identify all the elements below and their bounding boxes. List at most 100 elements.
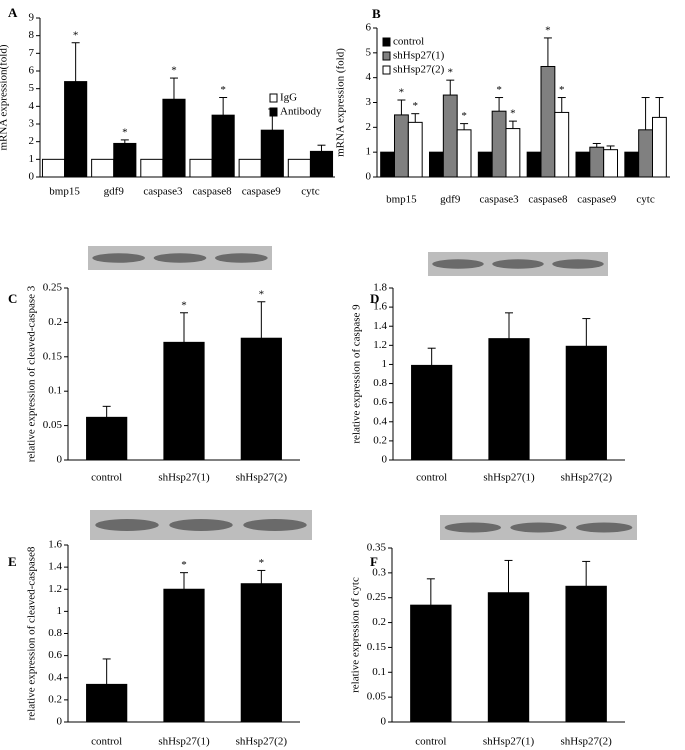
error-bar (543, 37, 552, 67)
error-bar (427, 347, 436, 366)
y-tick-label: 7 (29, 47, 35, 59)
x-tick-label: caspase3 (480, 194, 520, 206)
error-bar (411, 113, 420, 123)
error-bar (317, 144, 326, 152)
blot-band (243, 519, 307, 531)
blot-band (552, 259, 604, 269)
x-tick-label: control (91, 472, 122, 484)
blot-image (90, 510, 312, 540)
significance-mark: * (181, 299, 187, 311)
y-tick-label: 0.15 (43, 350, 63, 362)
y-tick-label: 0.15 (367, 641, 387, 653)
y-tick-label: 9 (29, 12, 35, 24)
y-tick-label: 0.4 (373, 415, 387, 427)
bar (491, 110, 507, 178)
significance-mark: * (510, 108, 516, 120)
x-tick-label: cytc (636, 194, 654, 206)
error-bar (592, 142, 601, 148)
bar (540, 65, 556, 178)
bar (163, 588, 205, 723)
y-tick-label: 8 (29, 29, 35, 41)
error-bar (641, 97, 650, 130)
bar (260, 129, 284, 178)
bar (240, 583, 282, 723)
y-axis-label: relative expression of cleaved-caspase8 (26, 546, 38, 720)
legend-label: shHsp27(2) (393, 64, 445, 76)
significance-mark: * (413, 100, 419, 112)
y-tick-label: 0 (382, 454, 388, 466)
bar (410, 604, 452, 723)
x-tick-label: control (415, 736, 446, 748)
y-tick-label: 0.35 (367, 542, 387, 554)
blot-band (510, 522, 567, 533)
x-tick-label: shHsp27(2) (561, 472, 613, 484)
y-tick-label: 1.6 (48, 539, 62, 551)
blot-band (153, 253, 207, 263)
y-tick-label: 0 (381, 716, 387, 728)
y-tick-label: 0.2 (48, 693, 62, 705)
significance-mark: * (73, 29, 79, 41)
bar (41, 158, 66, 178)
y-tick-label: 0.6 (48, 649, 62, 661)
y-axis-label: relative expression of cleaved-caspase 3 (26, 285, 38, 462)
blot-image (428, 252, 608, 276)
bar (565, 345, 607, 461)
significance-mark: * (122, 126, 128, 138)
significance-mark: * (448, 67, 454, 79)
x-tick-label: bmp15 (386, 194, 417, 206)
y-tick-label: 0 (29, 171, 35, 183)
bar (240, 337, 282, 461)
blot-band (444, 522, 501, 533)
error-bar (219, 97, 228, 116)
error-bar (582, 318, 591, 347)
bar (488, 338, 530, 461)
significance-mark: * (181, 559, 187, 571)
y-axis-label: relative expression of cytc (350, 577, 362, 693)
panel-label: B (372, 6, 381, 21)
bar (287, 158, 311, 178)
y-tick-label: 1.2 (48, 583, 62, 595)
y-tick-label: 3 (29, 118, 35, 130)
y-tick-label: 1.2 (373, 339, 387, 351)
x-tick-label: shHsp27(1) (158, 736, 210, 748)
bar (477, 151, 493, 178)
bar (652, 116, 667, 178)
y-tick-label: 1 (57, 605, 63, 617)
error-bar (582, 560, 591, 587)
y-tick-label: 4 (366, 71, 372, 83)
significance-mark: * (171, 65, 177, 77)
panel-label: E (8, 554, 17, 569)
bar (565, 585, 607, 723)
x-tick-label: shHsp27(1) (158, 472, 210, 484)
x-tick-label: caspase8 (193, 186, 233, 198)
error-bar (257, 569, 266, 584)
bar (505, 128, 521, 178)
legend-swatch (382, 37, 391, 47)
bar (140, 158, 164, 178)
panel-label: A (8, 5, 18, 20)
bar (189, 158, 213, 178)
significance-mark: * (461, 110, 467, 122)
blot-band (432, 259, 484, 269)
panel-label: D (370, 291, 379, 306)
bar (575, 151, 591, 178)
y-tick-label: 1.6 (373, 301, 387, 313)
significance-mark: * (545, 24, 551, 36)
y-tick-label: 0.8 (373, 377, 387, 389)
bar (91, 158, 115, 178)
blot-image (88, 246, 272, 270)
y-tick-label: 0 (57, 454, 63, 466)
bar (624, 151, 640, 178)
blot-band (92, 253, 145, 263)
y-tick-label: 0.05 (43, 419, 63, 431)
y-tick-label: 0.2 (372, 616, 386, 628)
bar (638, 129, 654, 178)
blot-band (95, 519, 159, 531)
legend-swatch (382, 65, 391, 75)
significance-mark: * (220, 84, 226, 96)
x-tick-label: shHsp27(2) (560, 736, 612, 748)
